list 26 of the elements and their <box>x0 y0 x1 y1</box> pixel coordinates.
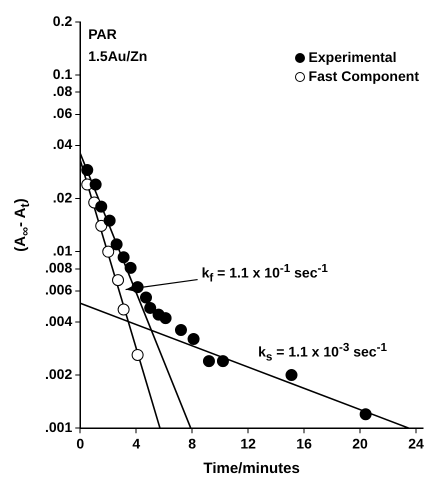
x-tick-label: 8 <box>188 435 196 452</box>
x-tick-label: 12 <box>240 435 256 452</box>
y-tick-label: .04 <box>52 136 72 152</box>
y-tick-label: .08 <box>52 83 72 100</box>
y-tick-label: .002 <box>45 366 72 382</box>
x-tick-label: 4 <box>132 435 140 452</box>
y-tick-label: 0.1 <box>52 66 72 82</box>
x-tick-label: 24 <box>408 435 424 452</box>
y-tick-label: .001 <box>45 419 72 436</box>
y-tick-label: .006 <box>45 282 72 298</box>
x-tick-label: 20 <box>352 435 368 452</box>
annotation: 1.5Au/Zn <box>88 48 148 64</box>
y-tick-label: .004 <box>45 312 72 329</box>
legend-label: Experimental <box>308 48 396 67</box>
y-tick-label: .008 <box>45 260 72 276</box>
x-axis-title: Time/minutes <box>203 460 300 478</box>
annotation: k$_{s}$ = 1.1 x 10$^{-3}$ sec$^{-1}$ <box>258 341 387 364</box>
y-tick-label: .01 <box>52 242 72 259</box>
annotation: k$_{f}$ = 1.1 x 10$^{-1}$ sec$^{-1}$ <box>202 262 328 284</box>
y-tick-label: .06 <box>52 105 72 122</box>
y-tick-label: .02 <box>52 189 72 206</box>
y-tick-label: 0.2 <box>52 12 72 29</box>
x-tick-label: 16 <box>296 435 312 452</box>
x-tick-label: 0 <box>76 435 84 452</box>
annotation: PAR <box>88 26 117 42</box>
legend-label: Fast Component <box>308 67 419 86</box>
